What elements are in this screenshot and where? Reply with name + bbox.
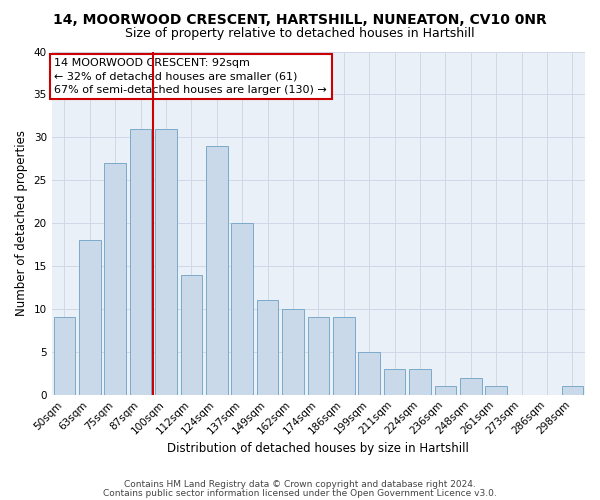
- Bar: [282, 309, 304, 394]
- Text: Contains public sector information licensed under the Open Government Licence v3: Contains public sector information licen…: [103, 488, 497, 498]
- Bar: [485, 386, 507, 394]
- Bar: [104, 163, 126, 394]
- X-axis label: Distribution of detached houses by size in Hartshill: Distribution of detached houses by size …: [167, 442, 469, 455]
- Y-axis label: Number of detached properties: Number of detached properties: [15, 130, 28, 316]
- Bar: [562, 386, 583, 394]
- Bar: [257, 300, 278, 394]
- Bar: [460, 378, 482, 394]
- Bar: [333, 318, 355, 394]
- Text: Contains HM Land Registry data © Crown copyright and database right 2024.: Contains HM Land Registry data © Crown c…: [124, 480, 476, 489]
- Bar: [181, 274, 202, 394]
- Bar: [434, 386, 456, 394]
- Bar: [130, 128, 151, 394]
- Text: 14 MOORWOOD CRESCENT: 92sqm
← 32% of detached houses are smaller (61)
67% of sem: 14 MOORWOOD CRESCENT: 92sqm ← 32% of det…: [55, 58, 327, 95]
- Bar: [384, 369, 406, 394]
- Text: Size of property relative to detached houses in Hartshill: Size of property relative to detached ho…: [125, 28, 475, 40]
- Bar: [409, 369, 431, 394]
- Text: 14, MOORWOOD CRESCENT, HARTSHILL, NUNEATON, CV10 0NR: 14, MOORWOOD CRESCENT, HARTSHILL, NUNEAT…: [53, 12, 547, 26]
- Bar: [232, 223, 253, 394]
- Bar: [79, 240, 101, 394]
- Bar: [308, 318, 329, 394]
- Bar: [53, 318, 75, 394]
- Bar: [155, 128, 177, 394]
- Bar: [358, 352, 380, 395]
- Bar: [206, 146, 227, 394]
